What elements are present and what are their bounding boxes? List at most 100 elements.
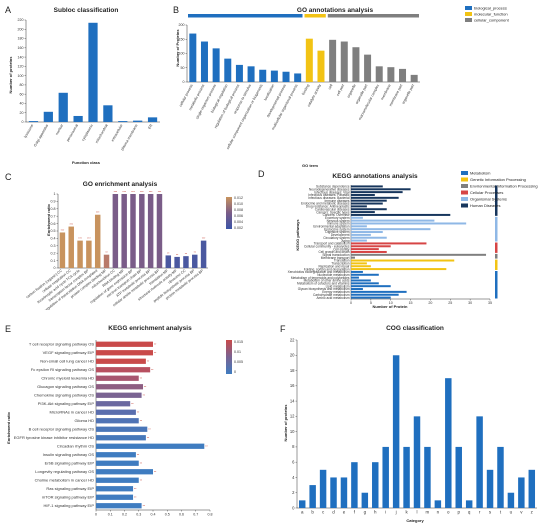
y-tick-label: 0.1 — [51, 259, 56, 263]
x-tick-label: binding — [301, 84, 310, 96]
bar — [387, 67, 395, 82]
y-tick-label: Energy metabolism — [322, 290, 350, 294]
x-tick-label: h — [374, 510, 377, 515]
y-tick-label: Environmental adaptation — [313, 225, 349, 229]
bar — [96, 443, 205, 449]
bar — [96, 375, 139, 381]
chart-e-ylabel: Enrichment ratio — [6, 412, 11, 444]
y-tick-label: Nervous system — [327, 219, 350, 223]
bar — [96, 409, 136, 415]
y-tick-label: B cell receptor signaling pathway OS — [29, 427, 95, 432]
y-tick-label: Folding, sorting and degradation — [304, 267, 350, 271]
significance-mark: ** — [205, 444, 208, 448]
y-tick-label: 60 — [20, 92, 24, 96]
x-tick-label: membrane — [380, 84, 392, 101]
bar — [96, 392, 142, 398]
x-tick-label: u — [510, 510, 513, 515]
chart-d-title: KEGG annotations analysis — [332, 173, 418, 180]
bar — [351, 202, 383, 205]
x-tick-label: a — [301, 510, 304, 515]
bar — [68, 226, 74, 268]
panel-e-label: E — [5, 324, 11, 334]
bar — [382, 446, 389, 508]
bar — [192, 254, 198, 268]
bar — [96, 358, 146, 364]
legend-label: Organismal Systems — [470, 197, 507, 202]
significance-mark: ** — [134, 495, 137, 499]
bar — [224, 58, 232, 82]
bar — [86, 240, 92, 268]
y-tick-label: 0 — [22, 120, 24, 124]
bar — [465, 500, 473, 508]
colorbar-tick-label: 0.008 — [234, 208, 243, 212]
y-tick-label: Infectious diseases: Viral — [314, 190, 349, 194]
legend-label: biological_process — [474, 6, 507, 11]
y-tick-label: 50 — [181, 66, 185, 70]
bar — [28, 121, 39, 122]
bar — [96, 401, 131, 407]
y-tick-label: 0 — [183, 80, 185, 84]
x-tick-label: nuclear — [55, 123, 65, 136]
bar — [147, 117, 158, 122]
group-side-bar — [495, 185, 498, 216]
chart-f-svg: F COG classification Number of proteins … — [280, 324, 537, 523]
y-tick-label: 12 — [290, 414, 295, 419]
bar — [96, 469, 153, 475]
bar — [58, 92, 68, 122]
colorbar-tick-label: 0.015 — [234, 340, 243, 344]
significance-mark: ** — [140, 419, 143, 423]
y-tick-label: MicroRNAs in cancer HD — [50, 410, 95, 415]
colorbar-tick-label: 0 — [234, 370, 236, 374]
colorbar-tick-label: 0.005 — [234, 360, 243, 364]
legend-swatch — [461, 184, 468, 188]
panel-a: A Subloc classification Number of protei… — [0, 0, 165, 170]
y-tick-label: Development — [331, 233, 350, 237]
y-tick-label: Drug resistance: Antineoplastic — [306, 205, 350, 209]
chart-c-title: GO enrichment analysis — [83, 181, 158, 188]
bar — [77, 240, 83, 268]
bar — [183, 256, 189, 268]
x-tick-label: 0.1 — [108, 513, 113, 517]
y-tick-label: Excretory system — [325, 216, 350, 220]
x-tick-label: r — [479, 510, 481, 515]
significance-mark: *** — [140, 190, 144, 194]
bar — [351, 242, 427, 245]
panel-c: C GO enrichment analysis Enrichment rati… — [0, 170, 270, 310]
bar — [340, 477, 348, 508]
y-tick-label: Substance dependence — [316, 185, 350, 189]
bar — [351, 199, 387, 202]
significance-mark: ** — [154, 342, 157, 346]
y-tick-label: Immune system — [327, 222, 350, 226]
bar — [174, 256, 180, 268]
x-tick-label: v — [520, 510, 523, 515]
y-tick-label: 0.8 — [51, 207, 56, 211]
bar — [133, 120, 143, 122]
y-tick-label: 180 — [18, 37, 24, 41]
significance-mark: ** — [154, 351, 157, 355]
bar — [361, 492, 369, 508]
y-tick-label: Transport and catabolism — [314, 242, 350, 246]
legend-swatch — [461, 171, 468, 175]
legend-label: Human Diseases — [470, 203, 500, 208]
bar — [103, 105, 113, 122]
significance-mark: ** — [144, 385, 147, 389]
x-tick-label: i — [385, 510, 386, 515]
x-tick-label: 0.7 — [193, 513, 198, 517]
x-tick-label: organelle part — [401, 84, 415, 105]
bar — [351, 185, 383, 188]
bar — [351, 285, 391, 288]
y-tick-label: Nucleotide metabolism — [317, 273, 350, 277]
significance-mark: *** — [122, 190, 126, 194]
panel-b-label: B — [173, 5, 179, 15]
bar — [88, 22, 98, 123]
bar — [399, 68, 407, 82]
legend-swatch — [465, 6, 472, 10]
colorbar-tick-label: 0.006 — [234, 214, 243, 218]
x-tick-label: b — [311, 510, 314, 515]
y-tick-label: 0.7 — [51, 214, 56, 218]
y-tick-label: Infectious diseases: Parasitic — [308, 193, 350, 197]
chart-a-svg: A Subloc classification Number of protei… — [5, 5, 160, 165]
x-tick-label: 5 — [370, 301, 372, 305]
bar — [351, 288, 363, 291]
bar — [351, 211, 375, 214]
